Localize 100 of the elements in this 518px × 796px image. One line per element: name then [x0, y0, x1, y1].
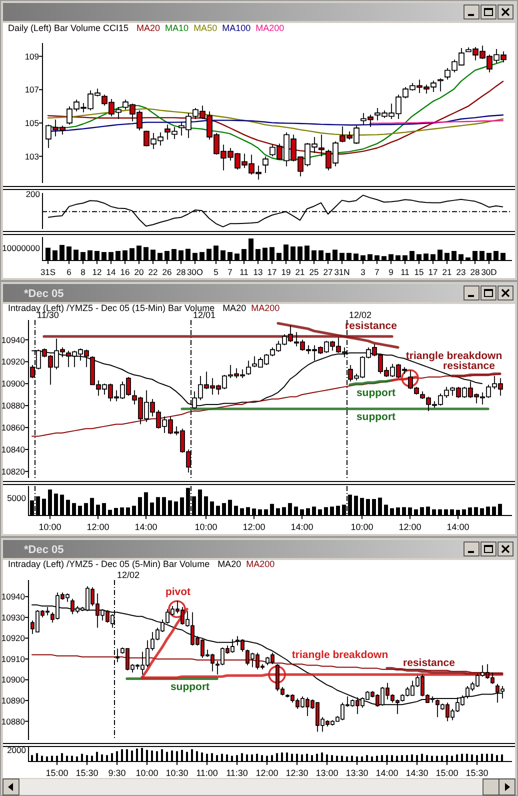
text: 10000000 [2, 243, 40, 253]
y-tick-label: 10920 [1, 356, 26, 367]
x-tick-label: 28 [470, 267, 480, 277]
text: MA10 [165, 23, 189, 33]
y-tick-label: 10820 [1, 466, 26, 476]
y-tick-label: 107 [24, 84, 40, 95]
x-tick-label: 10:00 [136, 768, 158, 778]
chart-title: *Dec 05 [24, 544, 64, 556]
chart-subtitle: Intraday (Left) /YMZ5 - Dec 05 (5-Min) Bar Volume [8, 559, 210, 569]
annotation: 11/30 [37, 310, 59, 320]
x-tick-label: 15:30 [76, 768, 98, 778]
x-tick-label: 26 [162, 267, 172, 277]
x-tick-label: 9:30 [108, 768, 126, 778]
annotation: resistance [403, 657, 456, 669]
x-tick-label: 20 [134, 267, 144, 277]
x-tick-label: 11:30 [226, 768, 248, 778]
y-tick-label: 10860 [1, 422, 26, 433]
y-tick-label: 103 [24, 151, 40, 162]
chart-subtitle: Daily (Left) Bar Volume CCI15 [8, 23, 129, 33]
x-tick-label: 30D [481, 267, 497, 277]
x-tick-label: 16 [120, 267, 130, 277]
y-tick-label: 10920 [1, 633, 26, 644]
x-tick-label: 12:00 [86, 522, 110, 532]
x-tick-label: 11:00 [196, 768, 218, 778]
text: 2000 [7, 745, 26, 755]
chart-title: *Dec 05 [24, 288, 64, 300]
x-tick-label: 12:30 [286, 768, 308, 778]
x-tick-label: 22 [148, 267, 158, 277]
x-tick-label: 14:00 [376, 768, 398, 778]
x-tick-label: 7 [374, 267, 380, 277]
x-tick-label: 17 [428, 267, 438, 277]
x-tick-label: 12 [92, 267, 102, 277]
x-tick-label: 31S [40, 267, 56, 277]
x-tick-label: 15 [414, 267, 424, 277]
y-tick-label: 10930 [1, 612, 26, 622]
text: MA200 [251, 303, 280, 313]
x-tick-label: 15:00 [436, 768, 458, 778]
x-tick-label: 30O [186, 267, 204, 277]
x-tick-label: 14:00 [134, 522, 158, 532]
x-tick-label: 14:30 [406, 768, 428, 778]
x-tick-label: 13:30 [346, 768, 368, 778]
text: 200 [26, 189, 40, 199]
y-tick-label: 10890 [1, 696, 26, 706]
annotation: 12/02 [117, 570, 140, 580]
text: 5000 [7, 493, 26, 503]
x-tick-label: 6 [66, 267, 72, 277]
x-tick-label: 27 [323, 267, 333, 277]
text: MA20 [136, 23, 160, 33]
x-tick-label: 11 [400, 267, 410, 277]
x-tick-label: 3 [360, 267, 366, 277]
chart-subtitle: Intraday (Left) /YMZ5 - Dec 05 (15-Min) Bar Volume [8, 303, 215, 313]
x-tick-label: 7 [228, 267, 233, 277]
x-tick-label: 10:00 [38, 522, 62, 532]
x-tick-label: 12:00 [256, 768, 278, 778]
text: MA200 [246, 559, 275, 569]
annotation: pivot [165, 586, 192, 598]
annotation: 12/02 [349, 310, 372, 320]
annotation: resistance [345, 320, 398, 332]
x-tick-label: 14 [106, 267, 116, 277]
text: MA20 [218, 559, 242, 569]
x-tick-label: 21 [295, 267, 305, 277]
x-tick-label: 10:00 [350, 522, 374, 532]
x-tick-label: 9 [388, 267, 394, 277]
x-tick-label: 17 [267, 267, 277, 277]
x-tick-label: 10:30 [166, 768, 188, 778]
x-tick-label: 25 [309, 267, 319, 277]
y-tick-label: 10880 [1, 716, 26, 726]
x-tick-label: 21 [442, 267, 452, 277]
x-tick-label: 12:00 [242, 522, 266, 532]
x-tick-label: 11 [240, 267, 249, 277]
annotation: triangle breakdown [292, 649, 388, 661]
x-tick-label: 8 [80, 267, 86, 277]
text: MA100 [222, 23, 251, 33]
annotation: support [170, 681, 210, 693]
x-tick-label: 12:00 [398, 522, 422, 532]
x-tick-label: 19 [281, 267, 291, 277]
x-tick-label: 13:00 [316, 768, 338, 778]
text: MA20 [222, 303, 246, 313]
x-tick-label: 13 [253, 267, 263, 277]
x-tick-label: 5 [214, 267, 219, 277]
x-tick-label: 28 [176, 267, 186, 277]
x-tick-label: 31N [334, 267, 350, 277]
text: MA200 [256, 23, 284, 33]
y-tick-label: 105 [24, 118, 40, 128]
y-tick-label: 10910 [1, 654, 26, 664]
annotation: support [356, 411, 396, 423]
y-tick-label: 10900 [1, 378, 26, 389]
x-tick-label: 14:00 [290, 522, 314, 532]
x-tick-label: 15:30 [466, 768, 488, 778]
y-tick-label: 10940 [1, 334, 26, 345]
y-tick-label: 10900 [1, 674, 26, 685]
x-tick-label: 14:00 [446, 522, 470, 532]
y-tick-label: 10940 [1, 592, 26, 602]
y-tick-label: 10880 [1, 400, 26, 411]
text: MA50 [194, 23, 218, 33]
y-tick-label: 109 [24, 51, 40, 62]
annotation: triangle breakdown [406, 350, 502, 362]
annotation: resistance [443, 360, 496, 372]
y-tick-label: 10840 [1, 444, 26, 454]
x-tick-label: 10:00 [194, 522, 218, 532]
